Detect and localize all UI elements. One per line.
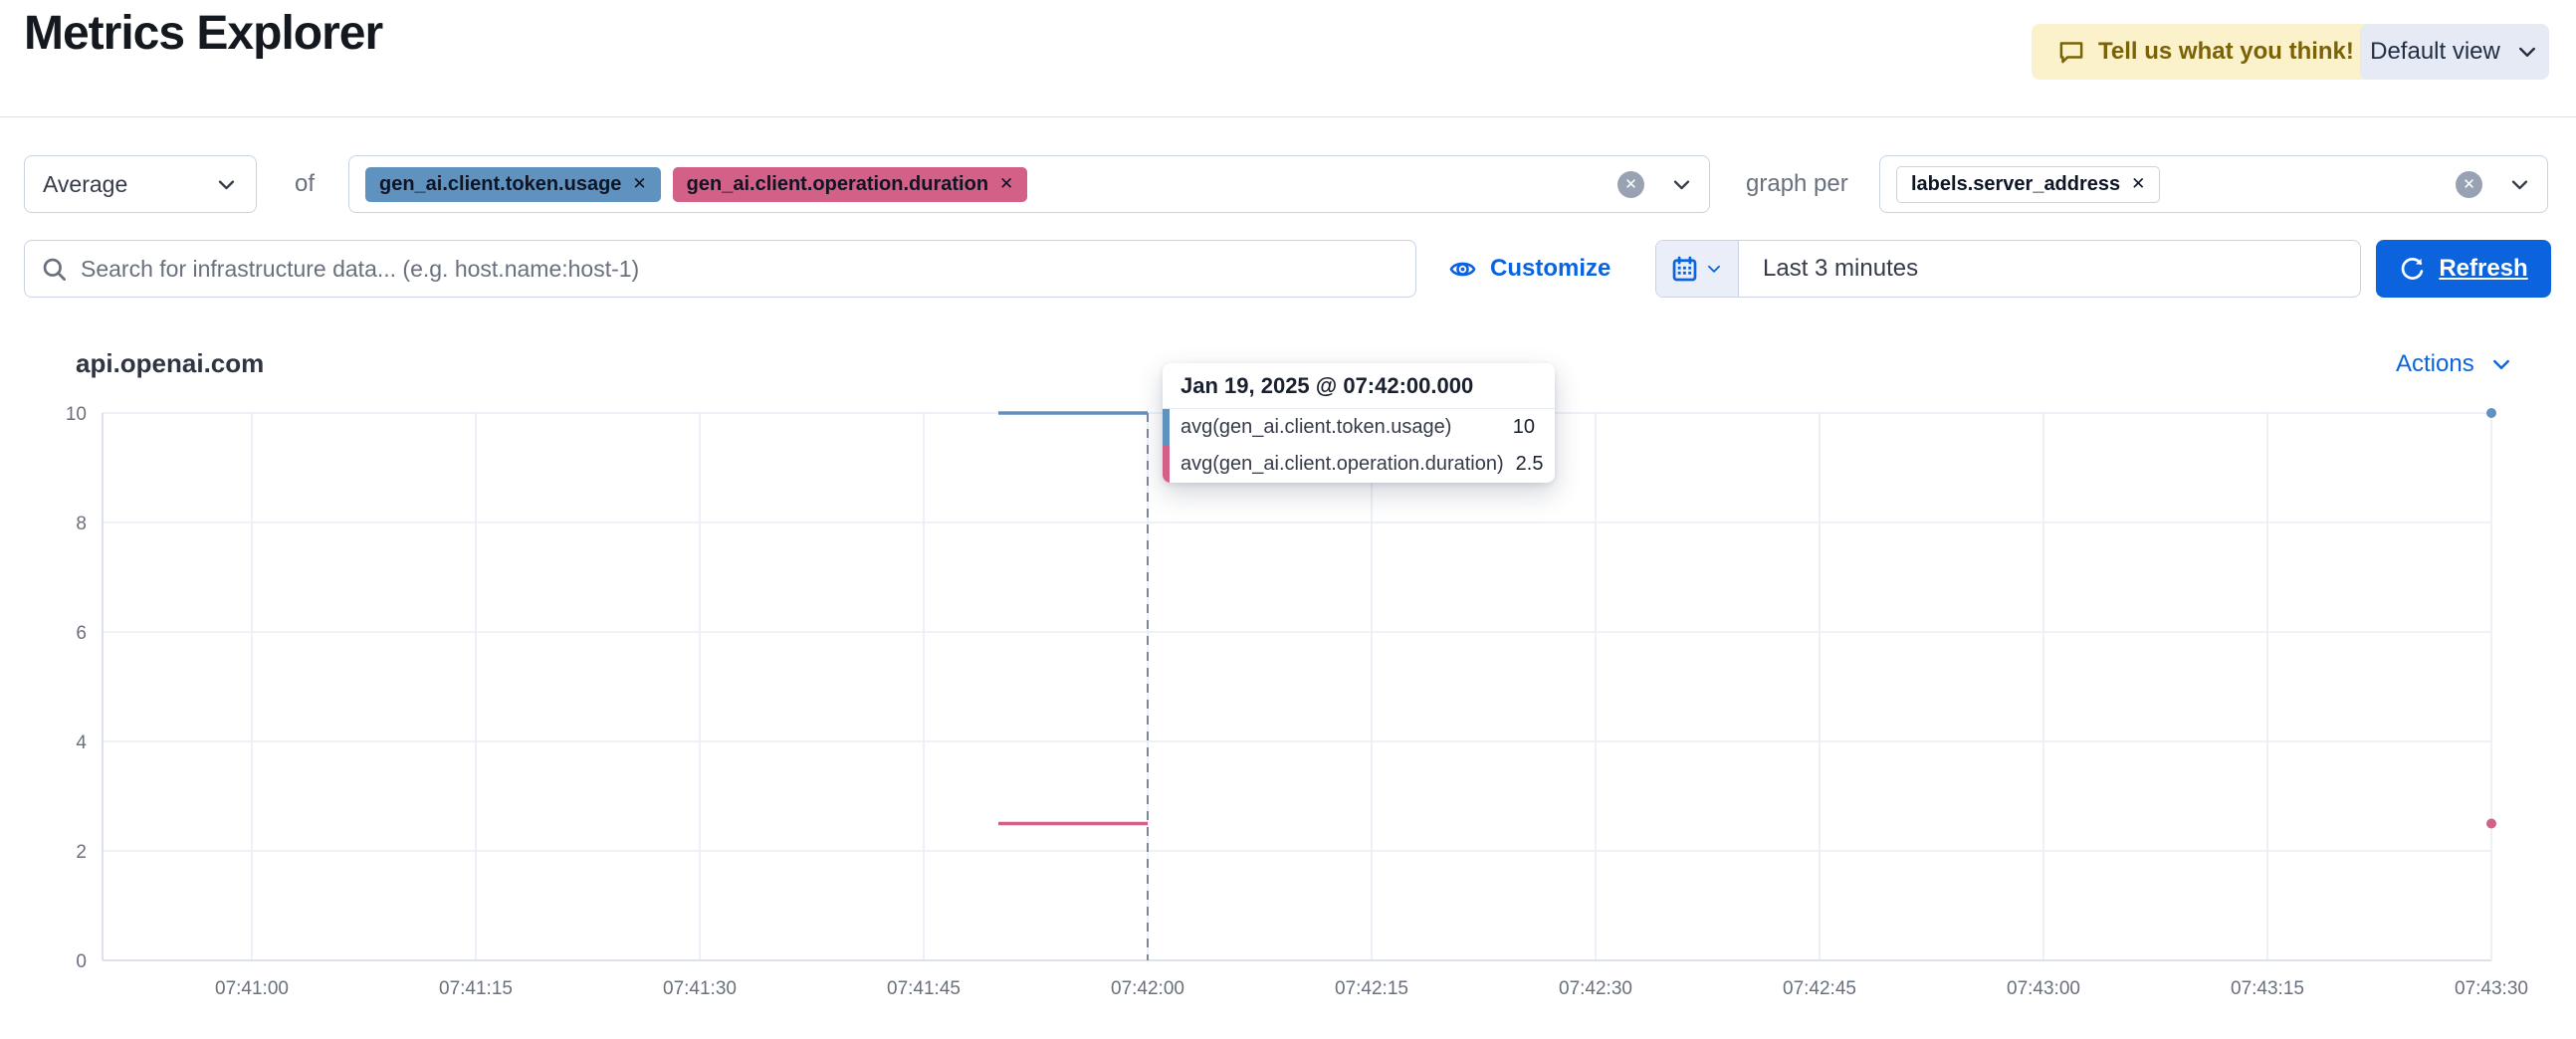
aggregation-value: Average (43, 170, 128, 197)
chevron-down-icon (2489, 352, 2513, 376)
y-axis-tick-label: 10 (66, 404, 87, 425)
tooltip-row: avg(gen_ai.client.token.usage) 10 (1163, 409, 1555, 446)
chart-actions-button[interactable]: Actions (2396, 350, 2513, 378)
grid-lines (103, 412, 2492, 961)
tooltip-timestamp: Jan 19, 2025 @ 07:42:00.000 (1163, 363, 1555, 409)
y-axis-tick-label: 6 (76, 623, 87, 644)
x-axis-tick-label: 07:43:15 (2231, 978, 2304, 999)
header-divider (0, 116, 2576, 117)
speech-bubble-icon (2057, 38, 2085, 66)
y-axis-tick-label: 4 (76, 732, 87, 753)
customize-label: Customize (1490, 255, 1611, 282)
customize-button[interactable]: Customize (1448, 240, 1610, 298)
series-color-strip (1163, 409, 1170, 446)
metric-badge-operation-duration[interactable]: gen_ai.client.operation.duration ✕ (672, 166, 1028, 202)
view-selector-label: Default view (2370, 38, 2500, 65)
x-axis-tick-label: 07:43:00 (2007, 978, 2080, 999)
x-axis-tick-label: 07:41:15 (439, 978, 513, 999)
refresh-label: Refresh (2439, 255, 2528, 282)
calendar-icon (1671, 256, 1698, 283)
x-axis-tick-label: 07:43:30 (2455, 978, 2528, 999)
x-axis-tick-label: 07:41:45 (887, 978, 961, 999)
chevron-down-icon[interactable] (1670, 173, 1693, 196)
remove-metric-icon[interactable]: ✕ (632, 174, 647, 193)
x-axis-tick-label: 07:42:00 (1111, 978, 1184, 999)
x-axis-tick-label: 07:42:15 (1335, 978, 1408, 999)
remove-metric-icon[interactable]: ✕ (999, 174, 1014, 193)
metrics-chart[interactable]: 0 2 4 6 8 10 07:41:00 07:41:15 07:41:30 07:41:45 0… (0, 378, 2576, 1039)
time-range-calendar-button[interactable] (1656, 241, 1739, 297)
feedback-label: Tell us what you think! (2098, 38, 2354, 65)
metric-badge-label: gen_ai.client.token.usage (379, 172, 622, 195)
x-axis-tick-label: 07:42:30 (1559, 978, 1632, 999)
of-label: of (295, 170, 316, 197)
clear-groupby-icon[interactable]: ✕ (2456, 170, 2482, 198)
aggregation-select[interactable]: Average (24, 155, 257, 213)
y-axis-tick-label: 2 (76, 842, 87, 863)
metric-badge-token-usage[interactable]: gen_ai.client.token.usage ✕ (365, 166, 661, 202)
tooltip-series-label: avg(gen_ai.client.operation.duration) (1181, 453, 1504, 475)
series-point (2486, 818, 2496, 829)
tooltip-row: avg(gen_ai.client.operation.duration) 2.… (1163, 446, 1555, 483)
refresh-button[interactable]: Refresh (2376, 240, 2551, 298)
tooltip-series-label: avg(gen_ai.client.token.usage) (1181, 416, 1452, 438)
groupby-badge-server-address[interactable]: labels.server_address ✕ (1896, 165, 2161, 203)
chart-title: api.openai.com (76, 348, 265, 378)
chevron-down-icon (2515, 40, 2539, 64)
view-selector-button[interactable]: Default view (2360, 24, 2549, 80)
series-point (2486, 408, 2496, 418)
time-range-picker[interactable]: Last 3 minutes (1655, 240, 2361, 298)
tooltip-series-value: 10 (1512, 416, 1535, 438)
group-by-combobox[interactable]: labels.server_address ✕ ✕ (1879, 155, 2548, 213)
x-axis-tick-label: 07:41:30 (663, 978, 737, 999)
search-input[interactable]: Search for infrastructure data... (e.g. … (24, 240, 1416, 298)
groupby-badge-label: labels.server_address (1911, 172, 2121, 195)
page-title: Metrics Explorer (24, 7, 383, 60)
time-range-value[interactable]: Last 3 minutes (1763, 255, 1919, 282)
actions-label: Actions (2396, 350, 2474, 377)
search-placeholder: Search for infrastructure data... (e.g. … (81, 255, 640, 282)
y-axis-tick-label: 0 (76, 951, 87, 972)
search-icon (41, 256, 68, 283)
metric-badge-label: gen_ai.client.operation.duration (686, 172, 989, 195)
remove-groupby-icon[interactable]: ✕ (2131, 174, 2146, 193)
chevron-down-icon (215, 173, 238, 196)
eye-icon (1448, 255, 1477, 284)
chart-tooltip: Jan 19, 2025 @ 07:42:00.000 avg(gen_ai.c… (1163, 363, 1555, 483)
x-axis-tick-label: 07:42:45 (1783, 978, 1856, 999)
chevron-down-icon[interactable] (2508, 173, 2531, 196)
clear-metrics-icon[interactable]: ✕ (1617, 170, 1644, 198)
y-axis-tick-label: 8 (76, 514, 87, 534)
feedback-button[interactable]: Tell us what you think! (2032, 24, 2380, 80)
tooltip-series-value: 2.5 (1515, 453, 1544, 475)
x-axis-tick-label: 07:41:00 (215, 978, 289, 999)
graph-per-label: graph per (1746, 170, 1848, 197)
refresh-icon (2399, 256, 2426, 283)
chevron-down-icon (1705, 260, 1723, 278)
metrics-combobox[interactable]: gen_ai.client.token.usage ✕ gen_ai.clien… (348, 155, 1710, 213)
series-color-strip (1163, 446, 1170, 483)
